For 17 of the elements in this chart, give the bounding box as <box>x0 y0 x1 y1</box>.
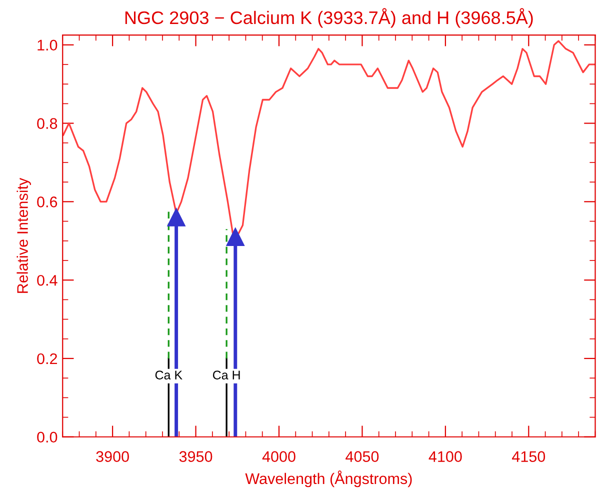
x-tick-label: 4000 <box>262 451 296 462</box>
y-tick-label: 0.8 <box>37 118 58 129</box>
annotation: Ca K <box>155 370 182 380</box>
y-axis-title: Relative Intensity <box>16 178 31 293</box>
x-tick-label: 4150 <box>512 451 546 462</box>
y-tick-label: 1.0 <box>38 40 58 51</box>
x-axis-title: Wavelength (Ångstroms) <box>245 470 412 488</box>
x-tick-label: 4050 <box>346 451 379 462</box>
x-tick-label: 3950 <box>179 451 212 462</box>
y-tick-label: 0.0 <box>37 432 58 443</box>
y-tick-label: 0.4 <box>37 274 58 286</box>
y-tick-label: 0.2 <box>37 353 57 364</box>
x-tick-label: 4100 <box>428 451 462 462</box>
y-tick-label: 0.6 <box>37 196 58 208</box>
chart-title: NGC 2903 − Calcium K (3933.7Å) and H (3968.5Å) <box>125 8 533 28</box>
annotation: Ca H <box>212 370 240 380</box>
x-tick-label: 3900 <box>96 451 129 462</box>
